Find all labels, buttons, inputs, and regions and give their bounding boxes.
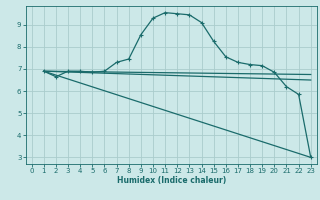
- X-axis label: Humidex (Indice chaleur): Humidex (Indice chaleur): [116, 176, 226, 185]
